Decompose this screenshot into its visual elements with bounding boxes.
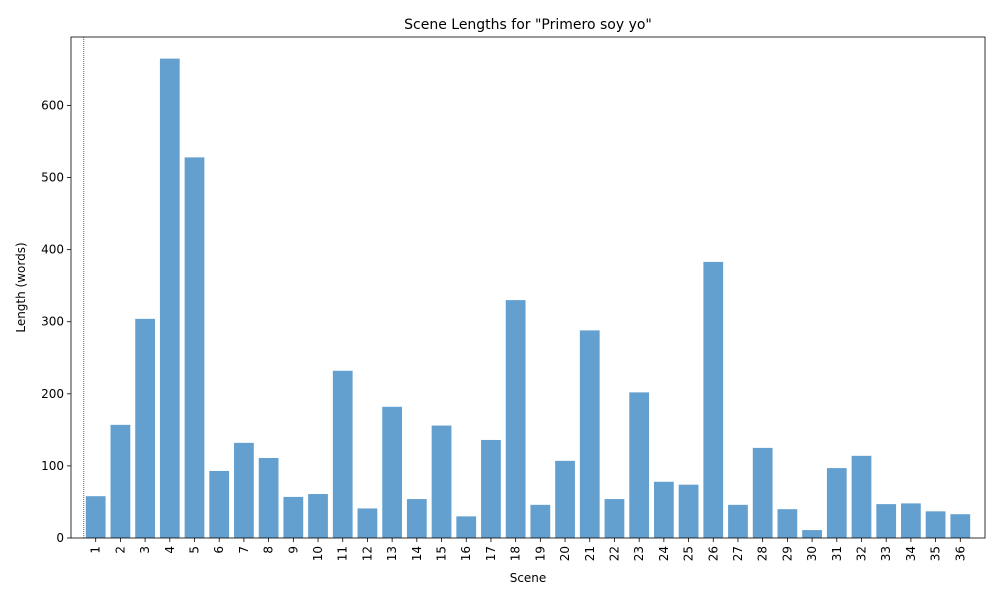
x-tick-label: 11 (336, 546, 350, 561)
x-tick-label: 35 (929, 546, 943, 561)
bar-scene-33 (876, 504, 897, 538)
y-tick-label: 100 (41, 459, 64, 473)
x-tick-label: 32 (854, 546, 868, 561)
x-tick-label: 13 (385, 546, 399, 561)
x-tick-label: 21 (583, 546, 597, 561)
x-tick-label: 19 (533, 546, 547, 561)
x-tick-label: 30 (805, 546, 819, 561)
bar-scene-4 (159, 58, 180, 538)
bar-scene-15 (431, 425, 452, 538)
x-tick-label: 7 (237, 546, 251, 554)
x-tick-label: 20 (558, 546, 572, 561)
x-tick-label: 23 (632, 546, 646, 561)
bar-scene-10 (308, 494, 328, 538)
bar-scene-8 (258, 457, 279, 538)
bar-scene-28 (752, 447, 773, 538)
x-tick-label: 26 (706, 546, 720, 561)
bar-scene-25 (678, 484, 699, 538)
bar-scene-14 (406, 499, 427, 538)
x-tick-label: 27 (731, 546, 745, 561)
bar-scene-21 (579, 330, 600, 538)
x-tick-label: 33 (879, 546, 893, 561)
y-tick-label: 300 (41, 315, 64, 329)
plot-frame (70, 36, 986, 539)
x-tick-label: 34 (904, 546, 918, 561)
bar-scene-1 (85, 496, 106, 538)
bar-scene-31 (826, 468, 847, 538)
bar-scene-35 (925, 511, 946, 538)
y-tick-label: 500 (41, 171, 64, 185)
x-tick-label: 29 (780, 546, 794, 561)
x-tick-label: 1 (89, 546, 103, 554)
x-tick-label: 6 (212, 546, 226, 554)
bar-scene-30 (802, 530, 822, 538)
bar-scene-20 (555, 460, 575, 538)
x-axis: 1 2 3 4 5 6 7 8 9 10 11 12 13 14 15 16 17 18 19 20 21 22 23 24 2… (89, 538, 967, 561)
bars-group (85, 58, 971, 539)
x-tick-label: 14 (410, 546, 424, 561)
x-tick-label: 10 (311, 546, 325, 561)
y-tick-label: 200 (41, 387, 64, 401)
bar-scene-17 (481, 439, 501, 538)
x-tick-label: 24 (657, 546, 671, 561)
bar-scene-2 (110, 424, 131, 538)
x-tick-label: 2 (113, 546, 127, 554)
x-axis-label: Scene (510, 571, 547, 585)
bar-scene-24 (653, 481, 674, 538)
bar-scene-6 (209, 470, 230, 538)
bar-scene-16 (456, 516, 477, 538)
x-tick-label: 31 (830, 546, 844, 561)
x-tick-label: 16 (459, 546, 473, 561)
bar-scene-29 (777, 509, 798, 538)
bar-scene-23 (629, 392, 650, 538)
bar-scene-22 (604, 499, 625, 538)
x-tick-label: 25 (682, 546, 696, 561)
y-axis-label: Length (words) (14, 242, 28, 332)
bar-scene-5 (184, 157, 205, 539)
x-tick-label: 12 (360, 546, 374, 561)
bar-scene-26 (703, 261, 724, 538)
bar-scene-3 (135, 318, 155, 538)
bar-scene-36 (950, 514, 971, 538)
x-tick-label: 36 (953, 546, 967, 561)
bar-scene-9 (283, 496, 304, 538)
bar-scene-7 (234, 442, 254, 538)
bar-scene-13 (382, 406, 403, 538)
x-tick-label: 3 (138, 546, 152, 554)
y-tick-label: 600 (41, 98, 64, 112)
y-tick-label: 400 (41, 243, 64, 257)
x-tick-label: 28 (756, 546, 770, 561)
bar-scene-27 (728, 504, 748, 538)
bar-scene-34 (901, 503, 921, 538)
bar-scene-32 (851, 455, 872, 538)
y-axis: 0 100 200 300 400 500 600 (41, 98, 71, 545)
y-tick-label: 0 (56, 531, 64, 545)
bar-scene-18 (505, 300, 526, 538)
x-tick-label: 15 (435, 546, 449, 561)
bar-scene-12 (357, 508, 378, 538)
x-tick-label: 8 (262, 546, 276, 554)
x-tick-label: 9 (286, 546, 300, 554)
bar-scene-11 (332, 370, 353, 538)
x-tick-label: 4 (163, 546, 177, 554)
x-tick-label: 22 (607, 546, 621, 561)
x-tick-label: 17 (484, 546, 498, 561)
x-tick-label: 5 (188, 546, 202, 554)
chart-title: Scene Lengths for "Primero soy yo" (404, 17, 652, 33)
x-tick-label: 18 (509, 546, 523, 561)
bar-scene-19 (530, 504, 551, 538)
